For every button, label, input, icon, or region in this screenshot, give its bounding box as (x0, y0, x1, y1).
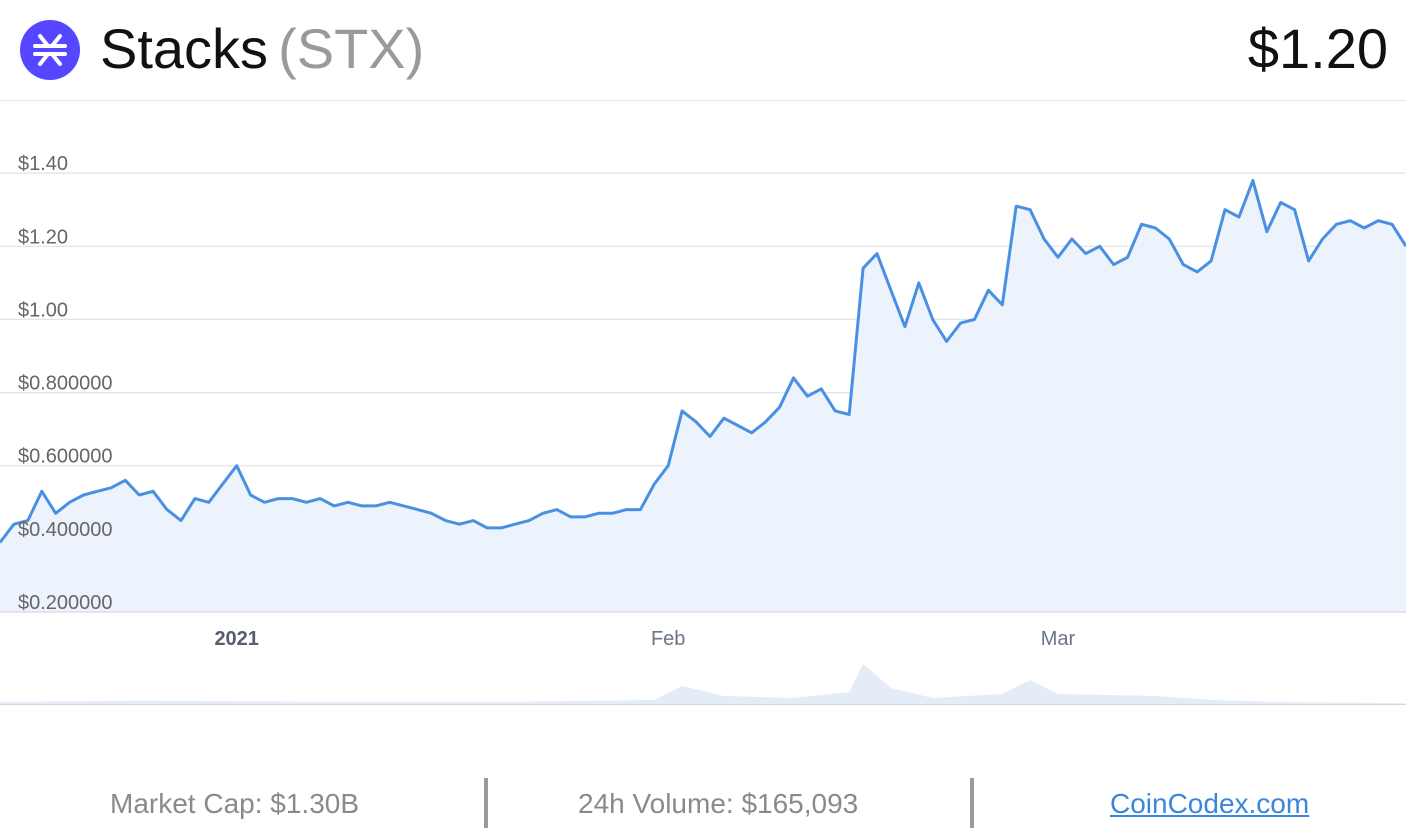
coin-header: Stacks (STX) $1.20 (0, 0, 1406, 101)
price-area-layer (0, 179, 1406, 613)
volume-area-layer (0, 664, 1406, 705)
coin-name: Stacks (100, 17, 269, 80)
coin-symbol: (STX) (278, 17, 425, 80)
price-area-fill (0, 180, 1406, 612)
price-chart: $1.40 $1.20 $1.00 $0.800000 $0.600000 $0.4000… (0, 153, 1406, 705)
footer-divider (970, 778, 974, 828)
price-line (0, 179, 1406, 544)
y-tick-label: $0.800000 (18, 373, 113, 395)
coincodex-link[interactable]: CoinCodex.com (1110, 788, 1310, 819)
x-tick-label: Mar (1041, 628, 1076, 650)
stacks-logo-icon (20, 20, 80, 80)
coin-title: Stacks (STX) (100, 14, 424, 84)
y-tick-labels: $1.40 $1.20 $1.00 $0.800000 $0.600000 $0.4000… (18, 153, 113, 614)
volume-24h: 24h Volume: $165,093 (578, 788, 859, 819)
volume-area (0, 664, 1406, 704)
x-tick-label: Feb (651, 628, 685, 650)
x-tick-label: 2021 (214, 628, 259, 650)
y-tick-label: $1.00 (18, 299, 68, 321)
y-tick-label: $1.40 (18, 153, 68, 175)
y-tick-label: $0.400000 (18, 519, 113, 541)
market-cap: Market Cap: $1.30B (110, 788, 360, 819)
y-tick-label: $0.200000 (18, 592, 113, 614)
x-tick-labels: 2021 Feb Mar (214, 628, 1075, 650)
footer-divider (484, 778, 488, 828)
coin-price: $1.20 (1247, 17, 1388, 80)
y-tick-label: $1.20 (18, 226, 68, 248)
stats-footer: Market Cap: $1.30B 24h Volume: $165,093 … (0, 770, 1406, 836)
y-tick-label: $0.600000 (18, 446, 113, 468)
